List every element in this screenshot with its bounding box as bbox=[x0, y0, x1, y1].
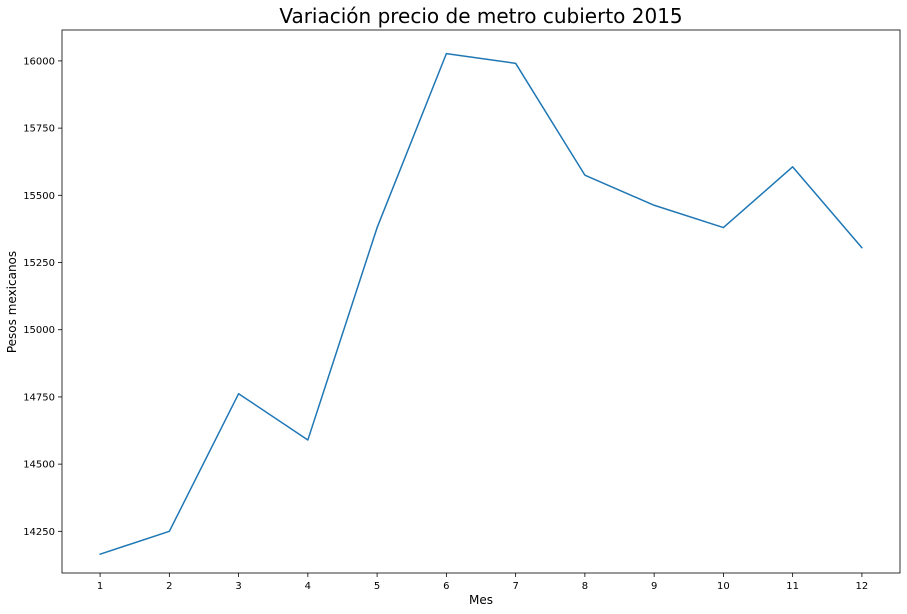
y-tick-label: 15500 bbox=[23, 191, 55, 202]
chart-title: Variación precio de metro cubierto 2015 bbox=[279, 4, 682, 28]
x-tick-label: 9 bbox=[651, 581, 657, 592]
x-tick-label: 10 bbox=[717, 581, 730, 592]
x-tick-label: 11 bbox=[786, 581, 799, 592]
x-tick-label: 3 bbox=[235, 581, 241, 592]
y-tick-label: 14250 bbox=[23, 527, 55, 538]
y-tick-label: 14750 bbox=[23, 392, 55, 403]
y-axis-label: Pesos mexicanos bbox=[5, 251, 19, 353]
y-axis: 14250 14500 14750 15000 15250 15500 15750 16000 bbox=[23, 56, 62, 538]
x-axis-label: Mes bbox=[469, 593, 493, 607]
x-axis: 1 2 3 4 5 6 7 8 9 10 11 12 bbox=[97, 573, 868, 592]
y-tick-label: 15250 bbox=[23, 258, 55, 269]
y-tick-label: 15000 bbox=[23, 325, 55, 336]
y-tick-label: 16000 bbox=[23, 56, 55, 67]
x-tick-label: 12 bbox=[856, 581, 869, 592]
x-tick-label: 4 bbox=[305, 581, 311, 592]
plot-frame bbox=[61, 29, 901, 574]
series-layer bbox=[99, 52, 863, 555]
y-tick-label: 15750 bbox=[23, 124, 55, 135]
x-tick-label: 1 bbox=[97, 581, 103, 592]
y-tick-label: 14500 bbox=[23, 460, 55, 471]
series-line bbox=[99, 52, 863, 555]
x-tick-label: 7 bbox=[512, 581, 518, 592]
x-tick-label: 6 bbox=[443, 581, 449, 592]
x-tick-label: 2 bbox=[166, 581, 172, 592]
x-tick-label: 8 bbox=[582, 581, 588, 592]
x-tick-label: 5 bbox=[374, 581, 380, 592]
